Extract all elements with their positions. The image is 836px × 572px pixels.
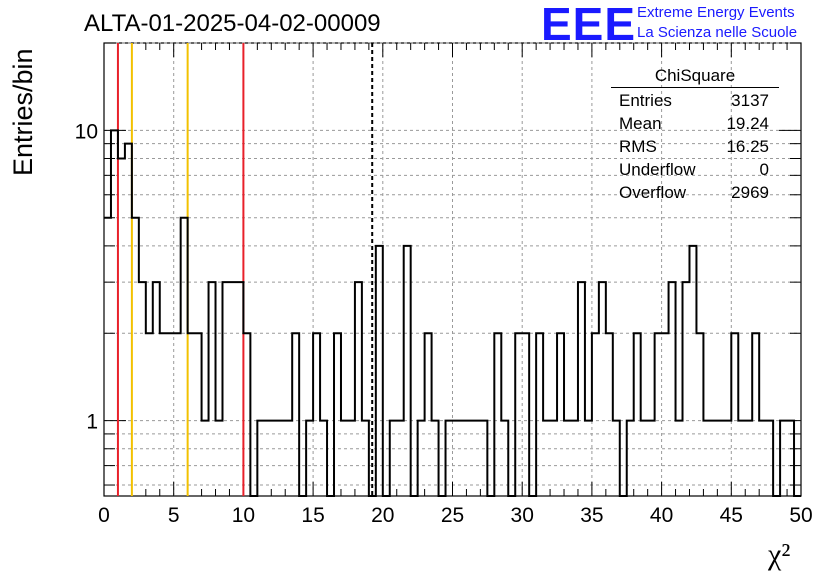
stats-label: Underflow — [619, 160, 696, 179]
stats-label: RMS — [619, 137, 657, 156]
stats-row-overflow: Overflow 2969 — [611, 181, 779, 204]
x-tick-label: 40 — [650, 504, 673, 527]
stats-title: ChiSquare — [611, 66, 779, 88]
x-tick-label: 30 — [511, 504, 534, 527]
stats-value: 16.25 — [726, 137, 769, 156]
stats-value: 19.24 — [726, 114, 769, 133]
histogram-series — [104, 129, 801, 497]
x-tick-label: 10 — [232, 504, 255, 527]
stats-box: ChiSquare Entries 3137 Mean 19.24 RMS 16… — [611, 66, 779, 204]
x-tick-label: 25 — [441, 504, 464, 527]
stats-row-underflow: Underflow 0 — [611, 158, 779, 181]
stats-value: 3137 — [731, 91, 769, 110]
logo-line-1: Extreme Energy Events — [637, 4, 795, 21]
stats-value: 2969 — [731, 183, 769, 202]
x-tick-label: 50 — [789, 504, 812, 527]
stats-row-mean: Mean 19.24 — [611, 112, 779, 135]
stats-label: Overflow — [619, 183, 687, 202]
stats-row-entries: Entries 3137 — [611, 89, 779, 112]
x-axis-label: χ² — [768, 538, 791, 571]
logo-line-2: La Scienza nelle Scuole — [637, 24, 798, 41]
x-tick-label: 15 — [301, 504, 324, 527]
eee-logo: EEE — [541, 0, 637, 50]
stats-value: 0 — [759, 160, 769, 179]
y-tick-label: 10 — [75, 120, 98, 143]
stats-row-rms: RMS 16.25 — [611, 135, 779, 158]
x-tick-label: 20 — [371, 504, 394, 527]
stats-label: Mean — [619, 114, 662, 133]
y-tick-label: 1 — [86, 411, 98, 434]
reference-lines — [116, 43, 374, 496]
chart-title: ALTA-01-2025-04-02-00009 — [84, 10, 381, 37]
x-tick-label: 45 — [720, 504, 743, 527]
x-tick-label: 5 — [168, 504, 180, 527]
stats-label: Entries — [619, 91, 672, 110]
x-tick-label: 0 — [98, 504, 110, 527]
tick-labels: 0 5 10 15 20 25 30 35 40 45 50 1 10 — [75, 120, 813, 527]
y-axis-label: Entries/bin — [8, 48, 38, 176]
x-tick-label: 35 — [580, 504, 603, 527]
